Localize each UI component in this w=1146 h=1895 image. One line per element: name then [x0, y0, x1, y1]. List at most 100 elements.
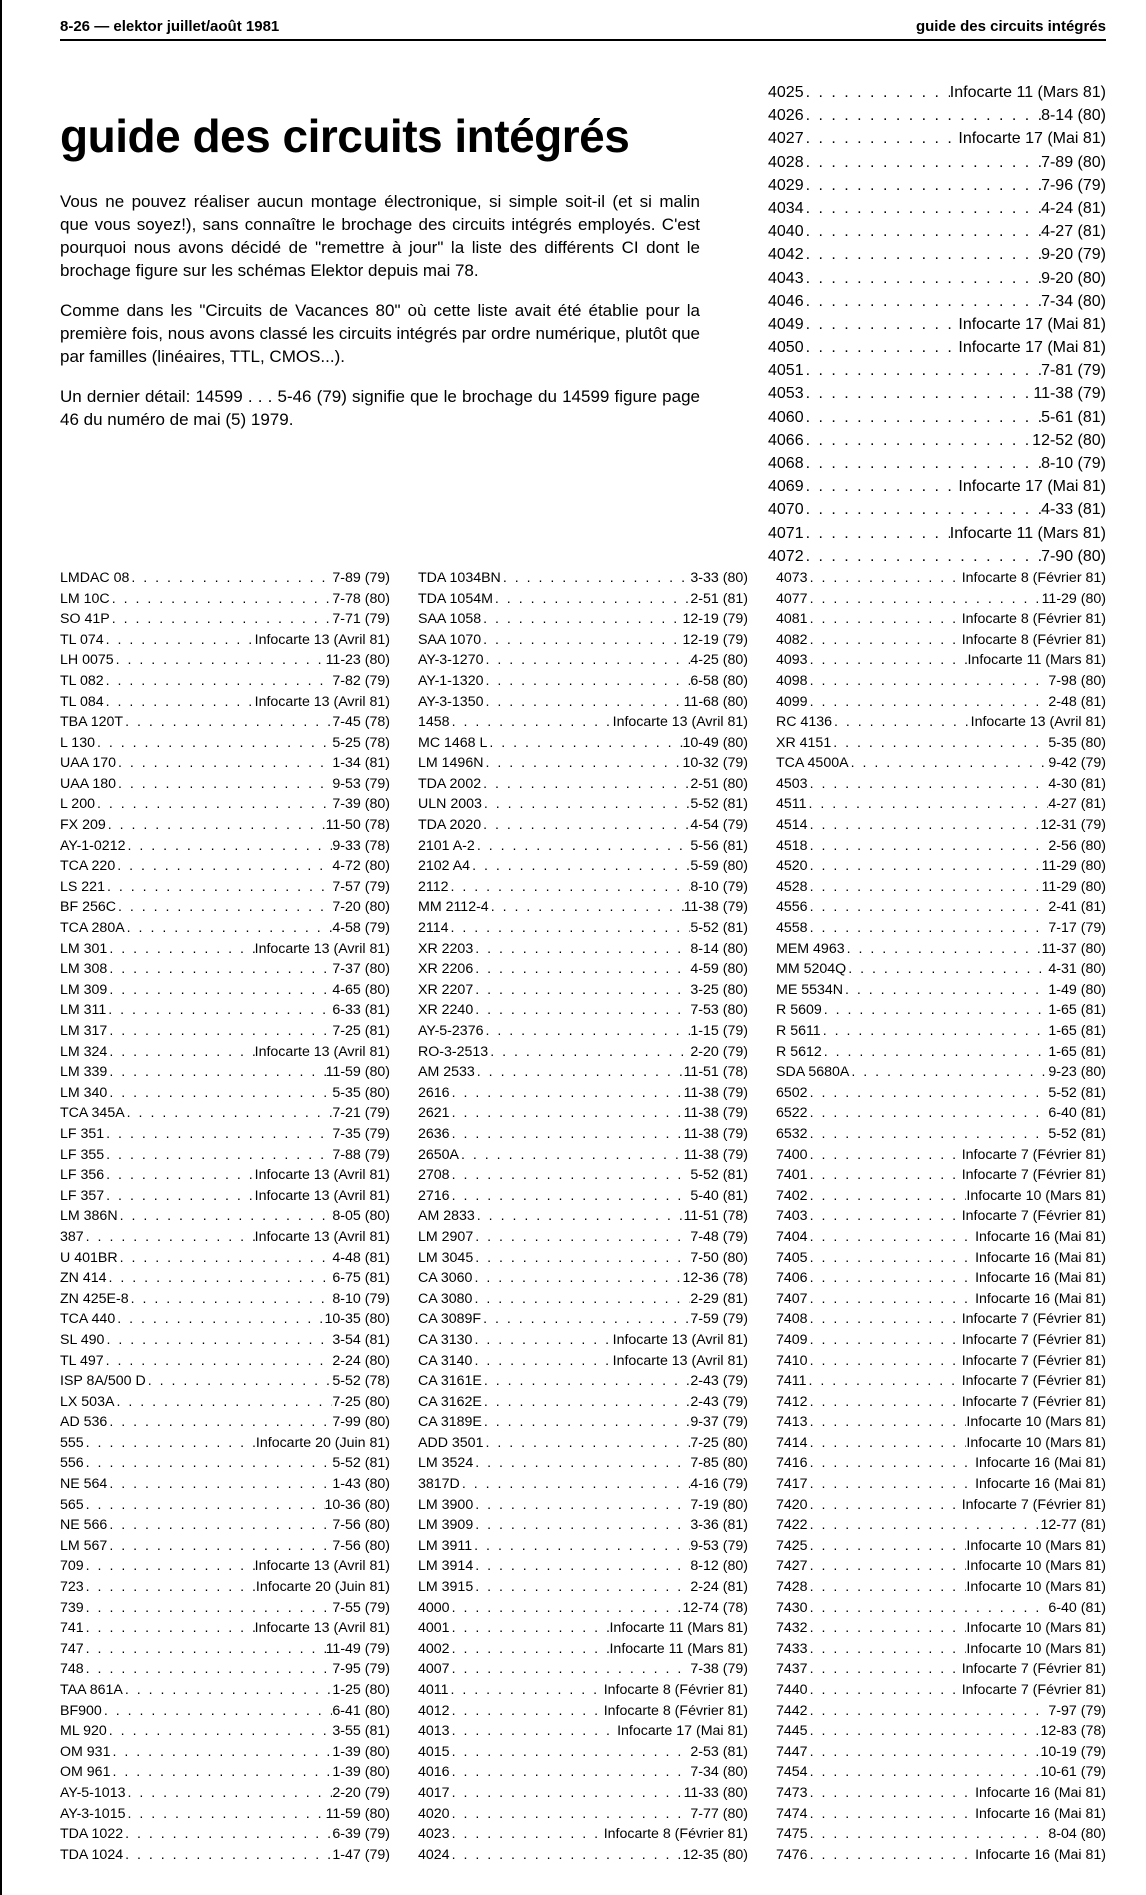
index-entry: TCA 4500A9-42 (79) — [776, 753, 1106, 774]
part-number: LMDAC 08 — [60, 568, 129, 589]
leader-dots — [808, 1206, 962, 1227]
index-entry: 263611-38 (79) — [418, 1124, 748, 1145]
part-number: CA 3060 — [418, 1268, 472, 1289]
leader-dots — [104, 1124, 332, 1145]
part-number: 7414 — [776, 1433, 808, 1454]
part-number: 4518 — [776, 836, 808, 857]
leader-dots — [473, 1515, 690, 1536]
index-entry: L 1305-25 (78) — [60, 733, 390, 754]
reference: 4-33 (81) — [1041, 498, 1106, 521]
index-entry: LM 386N8-05 (80) — [60, 1206, 390, 1227]
part-number: TDA 1054M — [418, 589, 493, 610]
index-entry: SAA 105812-19 (79) — [418, 609, 748, 630]
leader-dots — [501, 568, 691, 589]
leader-dots — [84, 1556, 255, 1577]
leader-dots — [804, 498, 1041, 521]
leader-dots — [808, 1639, 967, 1660]
leader-dots — [125, 1783, 332, 1804]
part-number: 748 — [60, 1659, 84, 1680]
index-entry: AM 283311-51 (78) — [418, 1206, 748, 1227]
reference: 4-54 (79) — [690, 815, 748, 836]
index-entry: 74427-97 (79) — [776, 1701, 1106, 1722]
leader-dots — [482, 1371, 691, 1392]
index-entry: CA 3161E2-43 (79) — [418, 1371, 748, 1392]
header-left: 8-26 — elektor juillet/août 1981 — [60, 18, 279, 35]
index-entry: LM 324Infocarte 13 (Avril 81) — [60, 1042, 390, 1063]
index-entry: LM 3094-65 (80) — [60, 980, 390, 1001]
reference: 7-98 (80) — [1048, 671, 1106, 692]
reference: Infocarte 10 (Mars 81) — [966, 1433, 1106, 1454]
leader-dots — [808, 856, 1042, 877]
reference: Infocarte 8 (Février 81) — [604, 1824, 748, 1845]
reference: 3-36 (81) — [690, 1515, 748, 1536]
reference: Infocarte 8 (Février 81) — [962, 568, 1106, 589]
index-entry: 4025Infocarte 11 (Mars 81) — [768, 81, 1106, 104]
leader-dots — [473, 1000, 690, 1021]
part-number: XR 2203 — [418, 939, 473, 960]
leader-dots — [804, 359, 1041, 382]
leader-dots — [808, 609, 962, 630]
part-number: CA 3080 — [418, 1289, 472, 1310]
part-number: ZN 414 — [60, 1268, 107, 1289]
index-entry: SL 4903-54 (81) — [60, 1330, 390, 1351]
leader-dots — [808, 1783, 976, 1804]
reference: 2-24 (81) — [690, 1577, 748, 1598]
part-number: OM 931 — [60, 1742, 110, 1763]
leader-dots — [104, 692, 255, 713]
part-number: FX 209 — [60, 815, 106, 836]
reference: Infocarte 10 (Mars 81) — [966, 1536, 1106, 1557]
index-entry: LM 3909 3-36 (81) — [418, 1515, 748, 1536]
part-number: 7416 — [776, 1453, 808, 1474]
index-entry: 387Infocarte 13 (Avril 81) — [60, 1227, 390, 1248]
reference: 7-56 (80) — [332, 1536, 390, 1557]
reference: 9-20 (80) — [1041, 267, 1106, 290]
part-number: 4026 — [768, 104, 804, 127]
reference: Infocarte 11 (Mars 81) — [950, 522, 1106, 545]
part-number: 4024 — [418, 1845, 450, 1866]
index-entry: LM 1496N10-32 (79) — [418, 753, 748, 774]
leader-dots — [808, 1165, 962, 1186]
index-entry: TL 074Infocarte 13 (Avril 81) — [60, 630, 390, 651]
reference: 12-77 (81) — [1041, 1515, 1106, 1536]
reference: 7-95 (79) — [332, 1659, 390, 1680]
reference: 7-71 (79) — [332, 609, 390, 630]
leader-dots — [831, 733, 1048, 754]
reference: 11-38 (79) — [684, 1103, 748, 1124]
index-entry: 7440Infocarte 7 (Février 81) — [776, 1680, 1106, 1701]
index-entry: TCA 345A7-21 (79) — [60, 1103, 390, 1124]
part-number: 4081 — [776, 609, 808, 630]
index-entry: L 2007-39 (80) — [60, 794, 390, 815]
reference: 7-48 (79) — [690, 1227, 748, 1248]
leader-dots — [110, 1762, 332, 1783]
part-number: 2708 — [418, 1165, 450, 1186]
part-number: 4528 — [776, 877, 808, 898]
reference: 2-43 (79) — [690, 1392, 748, 1413]
part-number: LM 3909 — [418, 1515, 473, 1536]
part-number: 4034 — [768, 197, 804, 220]
leader-dots — [114, 650, 326, 671]
leader-dots — [104, 630, 255, 651]
leader-dots — [808, 1186, 967, 1207]
leader-dots — [483, 1021, 690, 1042]
part-number: 7445 — [776, 1721, 808, 1742]
index-entry: 3817D4-16 (79) — [418, 1474, 748, 1495]
reference: 7-99 (80) — [332, 1412, 390, 1433]
index-entry: XR 22038-14 (80) — [418, 939, 748, 960]
part-number: 4046 — [768, 290, 804, 313]
part-number: 7403 — [776, 1206, 808, 1227]
part-number: 7409 — [776, 1330, 808, 1351]
index-entry: ZN 4146-75 (81) — [60, 1268, 390, 1289]
reference: 7-39 (80) — [332, 794, 390, 815]
part-number: 2636 — [418, 1124, 450, 1145]
leader-dots — [102, 1701, 333, 1722]
reference: 7-17 (79) — [1048, 918, 1106, 939]
part-number: MEM 4963 — [776, 939, 845, 960]
header-right: guide des circuits intégrés — [916, 18, 1106, 35]
leader-dots — [481, 774, 690, 795]
reference: Infocarte 7 (Février 81) — [962, 1145, 1106, 1166]
reference: 6-33 (81) — [332, 1000, 390, 1021]
part-number: CA 3189E — [418, 1412, 482, 1433]
part-number: TBA 120T — [60, 712, 123, 733]
leader-dots — [107, 1515, 332, 1536]
index-entry: 21145-52 (81) — [418, 918, 748, 939]
